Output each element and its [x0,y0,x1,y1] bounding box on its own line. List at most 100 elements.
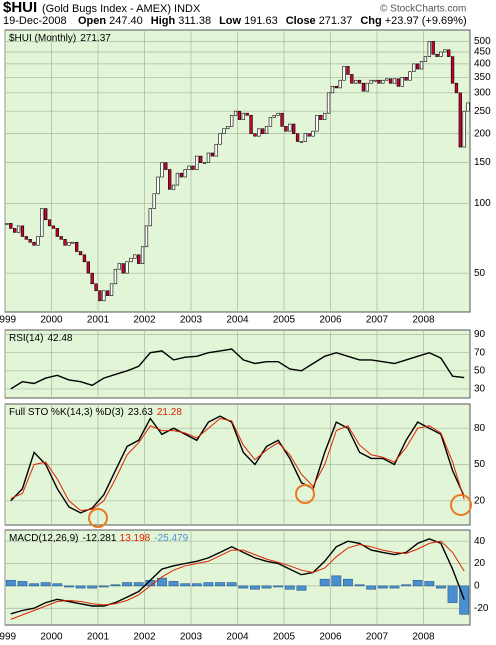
histogram-bar [87,585,98,589]
candle [354,79,358,84]
candle [284,126,288,132]
candle [226,126,230,130]
candle [450,56,455,84]
x-tick-label: 2002 [133,315,156,326]
panel-title-text: MACD(12,26,9) [9,533,78,544]
y-tick-label: 350 [474,72,491,83]
y-tick-label: 70 [474,347,486,358]
candle [133,254,137,259]
candle [117,263,121,270]
quote-value: 247.40 [109,15,143,27]
histogram-bar [75,585,86,589]
histogram-bar [377,585,388,589]
candle [268,117,273,127]
candle [458,92,462,148]
candle [326,92,331,114]
candle [447,49,451,57]
candle [319,114,323,120]
candle [357,79,362,84]
y-tick-label: 100 [474,198,491,209]
candle [187,165,191,170]
indicator-line [10,417,465,512]
candle [338,79,342,89]
candle [288,123,292,132]
candle [137,254,141,264]
candle [280,112,284,127]
candle [408,71,412,81]
candle [315,114,319,132]
candle [106,290,110,296]
candle [218,133,222,145]
x-tick-label: 2008 [412,315,435,326]
candle [160,162,164,178]
x-tick-label: 2008 [412,632,435,643]
candle [86,261,90,274]
candle [419,61,424,70]
histogram-bar [40,582,51,587]
candle [121,263,125,274]
candle [179,172,183,178]
candle [47,219,52,227]
histogram-bar [226,582,237,587]
annotations [88,484,472,528]
candle [13,228,17,233]
candle [195,155,199,170]
candle [295,133,300,142]
quote-value: 191.63 [244,15,278,27]
candle [435,53,439,57]
histogram-bar [401,584,411,587]
x-tick-label: 2005 [273,315,296,326]
x-tick-label: 2000 [40,632,63,643]
indicator-line [10,540,465,620]
candle [439,51,443,57]
x-tick-label: 2006 [319,632,342,643]
x-tick-label: 1999 [0,632,17,643]
candle [144,225,149,248]
x-tick-label: 2004 [226,632,249,643]
x-tick-label: 2001 [87,315,110,326]
x-tick-label: 2001 [87,632,110,643]
quote-label: High [151,15,176,27]
candle [334,86,338,89]
y-tick-label: 20 [474,495,486,506]
candle [454,82,459,94]
last-value: -25.479 [154,533,188,544]
candle [253,133,257,137]
histogram-bar [447,585,458,603]
candle [214,143,218,157]
x-tick-label: 2007 [366,632,389,643]
x-tick-label: 2004 [226,315,249,326]
histogram-bar [250,585,260,590]
histogram-bar [203,582,214,587]
y-tick-label: -20 [474,603,489,614]
candle [199,155,203,163]
candle [156,176,160,195]
candle [427,41,431,57]
candle [330,86,335,94]
indicator-line [10,415,465,514]
y-tick-label: 20 [474,558,486,569]
histogram-bar [215,582,225,587]
x-tick-label: 2005 [273,632,296,643]
candle [71,241,75,244]
y-tick-label: 30 [474,384,486,395]
y-tick-label: 80 [474,423,486,434]
candle [233,110,238,116]
candle [222,128,226,134]
candle [416,63,420,70]
candle [462,110,466,148]
candle [303,133,307,142]
histogram-bar [98,585,109,588]
histogram-bar [157,577,167,587]
candle [261,128,265,134]
histogram-bar [238,585,249,589]
last-value: 21.28 [157,407,182,418]
candle [423,56,428,62]
candle [40,208,44,237]
candle [183,169,187,178]
quote-label: Low [219,15,241,27]
candle [241,112,245,120]
histogram-bar [343,578,353,587]
symbol: $HUI [3,0,37,16]
panel-title: MACD(12,26,9) -12.281 13.198 -25.479 [9,533,189,544]
